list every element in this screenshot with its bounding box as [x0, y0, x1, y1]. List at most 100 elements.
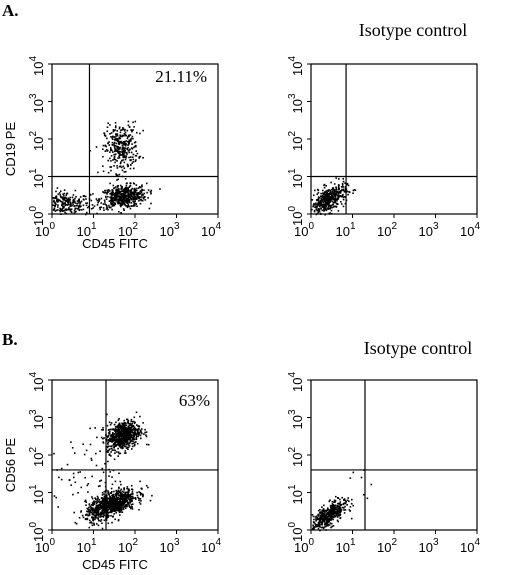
- data-point: [127, 195, 129, 197]
- data-point: [112, 435, 115, 438]
- data-point: [86, 206, 89, 209]
- data-point: [119, 426, 121, 429]
- data-point: [139, 155, 142, 158]
- data-point: [116, 185, 119, 187]
- data-point: [122, 146, 124, 148]
- data-point: [114, 159, 117, 161]
- data-point: [130, 193, 132, 196]
- data-point: [134, 188, 137, 191]
- data-point: [63, 203, 66, 205]
- data-point: [130, 504, 133, 506]
- data-point: [134, 441, 136, 444]
- data-point: [340, 186, 343, 188]
- data-point: [337, 195, 339, 197]
- data-point: [75, 195, 77, 198]
- data-point: [107, 435, 110, 437]
- data-point: [99, 501, 101, 504]
- data-point: [332, 194, 335, 196]
- data-point: [85, 514, 87, 516]
- data-point: [352, 192, 354, 194]
- data-point: [110, 487, 113, 490]
- data-point: [326, 191, 329, 194]
- x-tick-label: 100: [294, 221, 314, 239]
- data-point: [129, 159, 131, 161]
- data-point: [326, 201, 328, 204]
- data-point: [321, 195, 323, 197]
- data-point: [102, 427, 104, 429]
- data-point: [80, 510, 82, 512]
- data-point: [117, 428, 120, 430]
- data-point: [120, 492, 123, 495]
- data-point: [93, 205, 96, 207]
- data-point: [338, 178, 340, 180]
- data-point: [119, 193, 122, 196]
- data-point: [118, 140, 121, 143]
- data-point: [109, 445, 111, 447]
- data-point: [328, 520, 330, 523]
- data-point: [370, 483, 373, 486]
- data-point: [112, 203, 115, 205]
- data-point: [124, 431, 127, 433]
- data-point: [321, 523, 323, 526]
- y-tick-label: 104: [287, 56, 305, 76]
- data-point: [140, 431, 142, 433]
- panel-letter-a: A.: [2, 1, 19, 20]
- data-point: [138, 499, 140, 501]
- data-point: [90, 459, 93, 461]
- data-point: [136, 187, 138, 190]
- data-point: [134, 154, 137, 157]
- data-point: [121, 425, 123, 428]
- data-point: [111, 497, 113, 500]
- data-point: [124, 426, 126, 429]
- data-point: [318, 525, 321, 528]
- data-point: [327, 507, 329, 509]
- data-point: [329, 522, 332, 524]
- data-point: [120, 195, 123, 198]
- data-point: [342, 188, 345, 191]
- data-point: [116, 194, 119, 197]
- data-point: [126, 182, 128, 184]
- data-point: [109, 133, 111, 135]
- data-point: [114, 161, 116, 164]
- data-point: [74, 208, 76, 210]
- data-point: [325, 509, 328, 512]
- data-point: [104, 511, 107, 514]
- data-point: [127, 494, 129, 496]
- data-point: [331, 197, 334, 200]
- data-point: [140, 437, 142, 440]
- data-point: [94, 514, 97, 517]
- data-point: [119, 431, 121, 433]
- data-point: [138, 200, 140, 202]
- data-point: [135, 202, 137, 205]
- data-point: [90, 199, 93, 202]
- data-point: [111, 497, 114, 499]
- data-point: [111, 205, 114, 207]
- data-point: [110, 434, 113, 436]
- data-point: [328, 198, 331, 201]
- data-point: [318, 517, 321, 520]
- data-point: [122, 192, 125, 195]
- data-point: [124, 203, 126, 206]
- data-point: [121, 445, 124, 448]
- data-point: [339, 503, 342, 505]
- x-tick-exponent: 1: [91, 221, 97, 232]
- data-point: [124, 443, 126, 445]
- data-point: [346, 504, 348, 506]
- data-point: [80, 486, 83, 489]
- data-point: [117, 151, 120, 153]
- x-tick-base: 10: [118, 540, 132, 555]
- data-point: [326, 516, 329, 519]
- data-point: [330, 204, 332, 207]
- data-point: [128, 428, 131, 430]
- data-point: [102, 441, 104, 443]
- data-point: [125, 452, 127, 454]
- data-point: [115, 188, 117, 191]
- data-point: [119, 196, 122, 198]
- y-tick-exponent: 2: [28, 447, 39, 453]
- data-point: [106, 126, 109, 128]
- data-point: [103, 437, 105, 439]
- data-point: [127, 427, 130, 429]
- y-tick-exponent: 1: [287, 168, 298, 174]
- data-point: [116, 130, 118, 132]
- data-point: [131, 156, 134, 158]
